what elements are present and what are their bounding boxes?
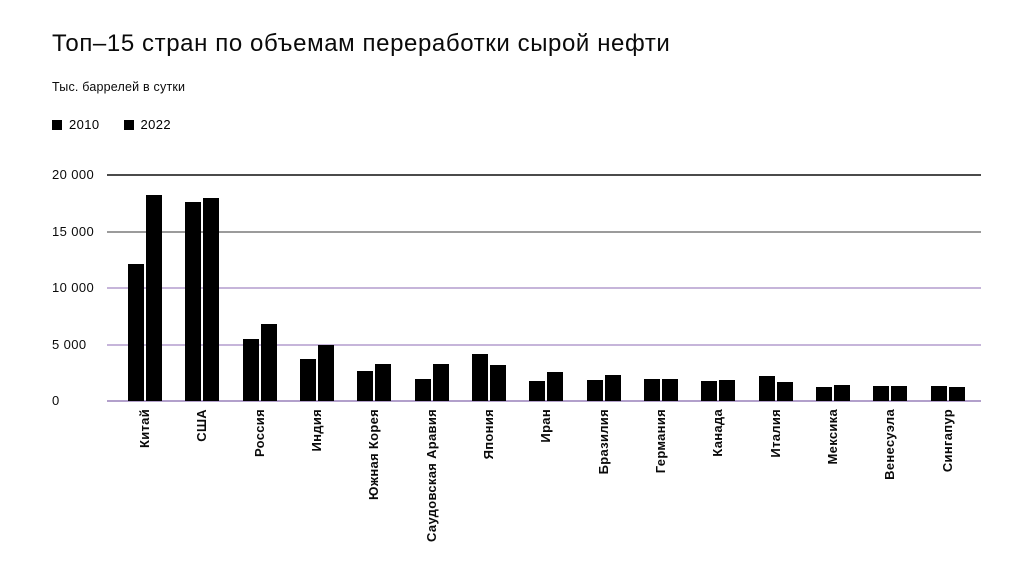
chart-units-label: Тыс. баррелей в сутки	[52, 80, 186, 94]
x-axis-label: Индия	[308, 409, 324, 452]
bar-2010	[185, 202, 202, 401]
bar-2022	[833, 384, 850, 401]
bar-2010	[643, 378, 660, 401]
bar-2022	[547, 372, 564, 401]
x-axis-label: Венесуэла	[882, 409, 898, 480]
gridline	[107, 230, 981, 233]
bar-2022	[891, 386, 908, 401]
bar-2022	[719, 380, 736, 401]
bar-2010	[586, 379, 603, 401]
x-axis-label: Германия	[652, 409, 668, 474]
bar-2022	[776, 381, 793, 401]
x-axis-label: Китай	[137, 409, 152, 449]
bar-2022	[260, 323, 277, 401]
bar-2022	[432, 364, 449, 401]
bar-2022	[317, 344, 334, 401]
bar-2022	[146, 195, 162, 401]
bar-2022	[489, 365, 506, 401]
bar-2022	[203, 197, 220, 401]
bar-2022	[604, 375, 621, 401]
legend-item-2022: 2022	[123, 117, 172, 132]
x-axis-label: Саудовская Аравия	[423, 409, 439, 542]
gridline	[107, 287, 981, 289]
bar-2010	[414, 378, 431, 401]
legend-label: 2022	[140, 117, 172, 132]
y-axis-label: 10 000	[52, 280, 95, 295]
bar-2010	[930, 385, 947, 401]
x-axis-label: Бразилия	[595, 409, 611, 475]
bar-2010	[529, 381, 546, 401]
x-axis-label: Иран	[538, 409, 554, 443]
bar-2010	[873, 385, 890, 401]
bar-2010	[357, 370, 374, 401]
gridline	[107, 400, 981, 402]
chart-title: Топ–15 стран по объемам переработки сыро…	[52, 30, 671, 57]
y-axis-label: 15 000	[52, 223, 95, 239]
x-axis-label: Канада	[710, 409, 726, 457]
y-axis-label: 20 000	[52, 167, 95, 182]
chart-legend: 2010 2022	[52, 117, 171, 132]
bar-2022	[948, 386, 965, 401]
bar-2010	[128, 263, 144, 401]
x-axis-label: Южная Корея	[366, 409, 382, 500]
y-axis-label: 5 000	[52, 336, 87, 352]
x-axis-label: Мексика	[824, 409, 840, 465]
x-axis-label: США	[194, 409, 210, 442]
legend-swatch-icon	[123, 119, 134, 130]
bar-2022	[375, 363, 392, 401]
gridline	[107, 343, 981, 346]
x-axis-label: Сингапур	[939, 409, 955, 473]
bar-2010	[815, 386, 832, 401]
bar-2010	[299, 359, 316, 401]
y-axis-label: 0	[52, 393, 60, 408]
x-axis-label: Япония	[480, 409, 496, 460]
plot-area	[107, 174, 981, 402]
legend-swatch-icon	[52, 119, 62, 130]
bar-2022	[661, 378, 678, 401]
legend-item-2010: 2010	[52, 117, 100, 132]
bar-2010	[701, 381, 718, 401]
bar-2010	[758, 375, 775, 401]
x-axis-label: Италия	[767, 409, 783, 458]
gridline	[107, 174, 981, 176]
legend-label: 2010	[69, 117, 100, 132]
bar-2010	[242, 339, 259, 401]
bar-2010	[471, 353, 488, 401]
x-axis-label: Россия	[251, 409, 267, 457]
